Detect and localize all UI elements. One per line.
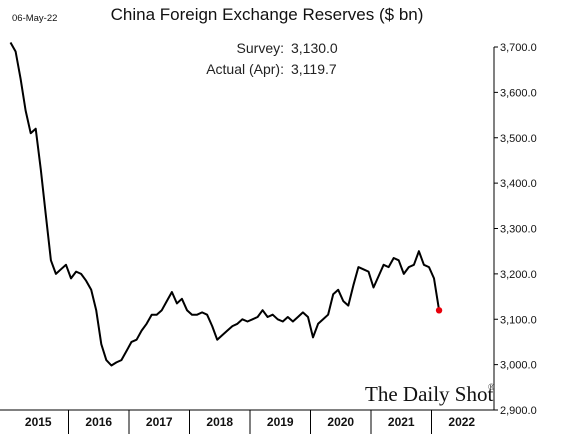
- fx-reserves-line: [9, 42, 441, 367]
- x-tick-label: 2018: [206, 415, 233, 429]
- x-axis: 2015 2016 2017 2018 2019 2020 2021 2022: [0, 409, 494, 434]
- y-tick-label: 3,300.0: [500, 224, 537, 236]
- y-tick-label: 3,000.0: [500, 360, 537, 372]
- y-tick-label: 3,600.0: [500, 87, 537, 99]
- x-tick-label: 2015: [25, 415, 52, 429]
- x-tick-label: 2022: [448, 415, 475, 429]
- y-tick-label: 3,700.0: [500, 42, 537, 54]
- x-tick-label: 2020: [327, 415, 354, 429]
- x-tick-label: 2017: [146, 415, 173, 429]
- actual-label: Actual (Apr):: [206, 61, 284, 77]
- x-tick-label: 2021: [388, 415, 415, 429]
- brand-text: The Daily Shot: [365, 382, 493, 406]
- survey-value: 3,130.0: [291, 40, 338, 56]
- y-tick-label: 3,500.0: [500, 133, 537, 145]
- y-axis: 2,900.0 3,000.0 3,100.0 3,200.0 3,300.0 3,400…: [493, 42, 537, 417]
- brand-logo: The Daily Shot ®: [365, 382, 495, 406]
- x-tick-label: 2019: [267, 415, 294, 429]
- survey-label: Survey:: [237, 40, 284, 56]
- chart-title: China Foreign Exchange Reserves ($ bn): [111, 5, 424, 24]
- latest-value-marker: [435, 307, 443, 314]
- actual-value: 3,119.7: [291, 61, 337, 77]
- brand-registered-mark: ®: [488, 382, 495, 392]
- series-layer: [9, 42, 443, 367]
- y-tick-label: 3,100.0: [500, 314, 537, 326]
- y-tick-label: 2,900.0: [500, 405, 537, 417]
- x-tick-label: 2016: [85, 415, 112, 429]
- y-tick-label: 3,400.0: [500, 178, 537, 190]
- release-date: 06-May-22: [12, 13, 57, 24]
- y-tick-label: 3,200.0: [500, 269, 537, 281]
